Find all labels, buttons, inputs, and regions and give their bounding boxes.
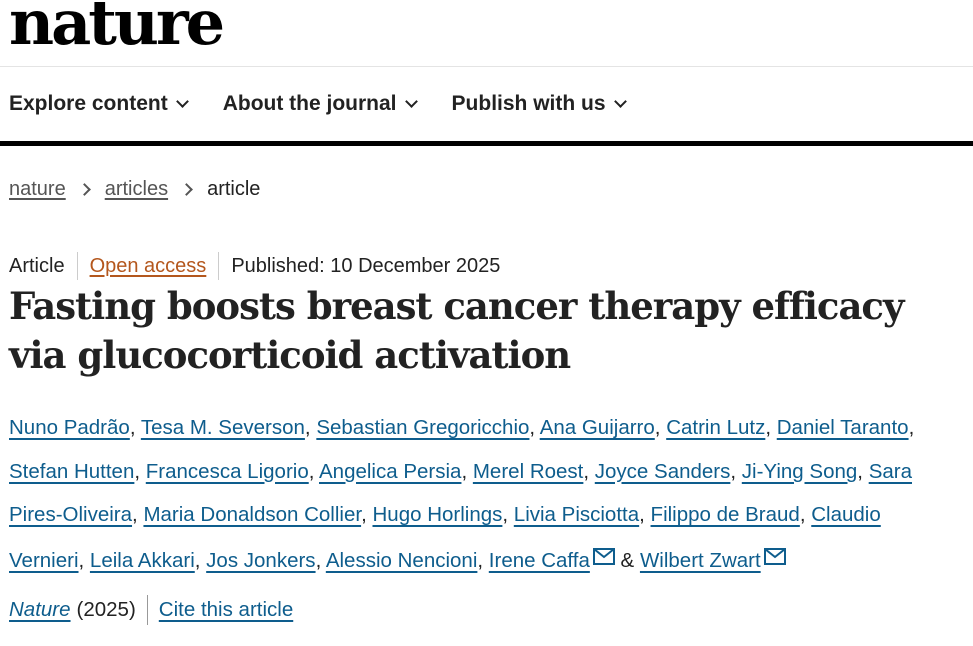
article-type: Article: [9, 254, 65, 277]
chevron-down-icon: [404, 94, 418, 108]
author-link[interactable]: Jos Jonkers: [206, 548, 316, 572]
breadcrumb-current: article: [207, 178, 261, 200]
meta-divider: [218, 252, 220, 280]
breadcrumb-articles-link[interactable]: articles: [104, 178, 169, 200]
author-link[interactable]: Filippo de Braud: [650, 503, 800, 526]
author-separator: ,: [78, 548, 90, 572]
author-link[interactable]: Ji-Ying Song: [741, 459, 858, 483]
author-link[interactable]: Tesa M. Severson: [140, 416, 305, 439]
author-link[interactable]: Hugo Horlings: [372, 503, 503, 526]
author-last-separator: &: [614, 548, 640, 572]
author-separator: ,: [308, 459, 319, 483]
author-link[interactable]: Francesca Ligorio: [145, 459, 309, 483]
author-separator: ,: [654, 416, 667, 439]
author-separator: ,: [857, 459, 869, 483]
mail-icon[interactable]: [592, 537, 615, 581]
article-title: Fasting boosts breast cancer therapy eff…: [9, 284, 904, 377]
nav-publish-with-us-label: Publish with us: [451, 92, 606, 115]
author-separator: ,: [132, 503, 144, 526]
author-link[interactable]: Merel Roest: [472, 459, 584, 483]
author-list: Nuno Padrão, Tesa M. Severson, Sebastian…: [0, 406, 973, 582]
author-link[interactable]: Catrin Lutz: [666, 416, 766, 439]
mail-icon[interactable]: [763, 537, 786, 581]
author-link[interactable]: Irene Caffa: [488, 548, 590, 572]
nav-publish-with-us[interactable]: Publish with us: [451, 92, 627, 116]
author-link[interactable]: Claudio Vernieri: [9, 503, 881, 572]
nav-explore-content[interactable]: Explore content: [9, 92, 189, 116]
author-separator: ,: [194, 548, 207, 572]
open-access-link[interactable]: Open access: [89, 254, 207, 277]
author-link[interactable]: Maria Donaldson Collier: [143, 503, 362, 526]
author-separator: ,: [129, 416, 141, 439]
nav-about-journal[interactable]: About the journal: [222, 92, 418, 116]
author-link[interactable]: Wilbert Zwart: [639, 548, 761, 572]
publication-year: (2025): [76, 598, 136, 621]
author-link[interactable]: Stefan Hutten: [9, 459, 135, 483]
author-link[interactable]: Angelica Persia: [319, 459, 462, 483]
author-link[interactable]: Sebastian Gregoricchio: [316, 416, 530, 439]
chevron-down-icon: [175, 94, 189, 108]
chevron-right-icon: [77, 183, 91, 196]
author-separator: ,: [529, 416, 540, 439]
published-date: Published: 10 December 2025: [231, 254, 501, 277]
author-separator: ,: [639, 503, 651, 526]
cite-article-link[interactable]: Cite this article: [158, 598, 294, 621]
author-separator: ,: [908, 416, 915, 439]
author-link[interactable]: Daniel Taranto: [776, 416, 909, 439]
citation-line: Nature (2025) Cite this article: [0, 595, 973, 625]
citation-divider: [146, 595, 148, 625]
author-separator: ,: [361, 503, 373, 526]
author-separator: ,: [304, 416, 317, 439]
nav-about-journal-label: About the journal: [222, 92, 397, 115]
journal-link[interactable]: Nature: [9, 598, 71, 621]
author-link[interactable]: Livia Pisciotta: [513, 503, 640, 526]
author-separator: ,: [799, 503, 812, 526]
article-meta: Article Open access Published: 10 Decemb…: [0, 252, 973, 280]
author-link[interactable]: Nuno Padrão: [9, 416, 130, 439]
breadcrumb-home-link[interactable]: nature: [9, 178, 66, 200]
author-link[interactable]: Leila Akkari: [89, 548, 195, 572]
author-separator: ,: [461, 459, 473, 483]
main-nav: Explore content About the journal Publis…: [0, 67, 973, 146]
nav-explore-content-label: Explore content: [9, 92, 168, 115]
breadcrumb: nature articles article: [0, 178, 973, 201]
meta-divider: [76, 252, 78, 280]
author-separator: ,: [765, 416, 777, 439]
nature-logo[interactable]: nature: [9, 0, 225, 59]
author-link[interactable]: Ana Guijarro: [539, 416, 655, 439]
author-separator: ,: [502, 503, 514, 526]
author-link[interactable]: Sara Pires-Oliveira: [9, 459, 912, 527]
author-separator: ,: [134, 459, 146, 483]
author-separator: ,: [315, 548, 326, 572]
masthead: nature: [0, 0, 973, 67]
chevron-right-icon: [180, 183, 193, 196]
author-separator: ,: [583, 459, 595, 483]
author-link[interactable]: Alessio Nencioni: [325, 548, 478, 572]
author-link[interactable]: Joyce Sanders: [594, 459, 731, 483]
author-separator: ,: [477, 548, 489, 572]
author-separator: ,: [730, 459, 742, 483]
chevron-down-icon: [613, 94, 627, 108]
